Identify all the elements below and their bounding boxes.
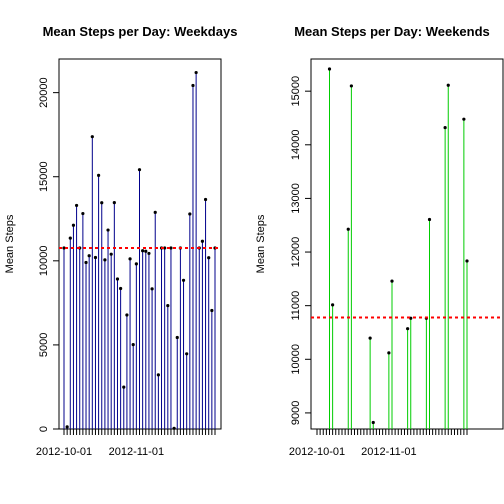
weekends-data-point xyxy=(327,67,332,71)
weekends-y-tick-label: 9000 xyxy=(290,401,302,425)
weekends-title: Mean Steps per Day: Weekends xyxy=(294,24,490,39)
weekends-data-point xyxy=(390,279,394,283)
weekdays-data-point xyxy=(62,246,66,250)
weekdays-data-point xyxy=(153,210,157,214)
weekends-y-tick-label: 10000 xyxy=(290,344,302,375)
weekdays-data-point xyxy=(131,343,135,347)
weekdays-data-point xyxy=(156,373,160,377)
weekends-data-point xyxy=(331,303,335,307)
weekdays-x-tick-label: 2012-11-01 xyxy=(109,446,164,458)
weekdays-y-tick-label: 10000 xyxy=(38,246,50,277)
weekends-data-point xyxy=(443,125,447,130)
weekdays-data-point xyxy=(100,201,104,205)
weekdays-data-point xyxy=(109,252,113,256)
weekdays-data-point xyxy=(65,425,69,429)
weekdays-data-point xyxy=(141,249,145,253)
weekdays-data-point xyxy=(188,212,192,216)
weekdays-data-point xyxy=(90,135,94,139)
weekends-y-axis-label: Mean Steps xyxy=(255,214,267,273)
weekdays-data-point xyxy=(172,426,176,430)
weekdays-title: Mean Steps per Day: Weekdays xyxy=(43,24,238,39)
weekdays-data-point xyxy=(122,385,126,389)
weekends-data-point xyxy=(346,227,350,231)
weekends-data-point xyxy=(371,420,375,425)
weekends-panel: Mean Steps per Day: Weekends Mean Steps … xyxy=(255,24,504,458)
weekdays-data-point xyxy=(97,173,101,177)
weekdays-data-point xyxy=(191,83,195,88)
weekdays-y-tick-label: 15000 xyxy=(38,161,50,192)
weekdays-y-tick-label: 20000 xyxy=(38,77,50,108)
weekdays-data-point xyxy=(106,228,110,232)
weekends-data-point xyxy=(406,327,410,331)
weekdays-data-point xyxy=(115,277,120,281)
weekdays-data-point xyxy=(169,246,173,250)
weekdays-data-point xyxy=(150,287,154,291)
weekends-data-point xyxy=(465,259,469,263)
weekdays-data-point xyxy=(125,313,129,317)
weekdays-data-point xyxy=(203,197,208,202)
weekdays-data-point xyxy=(166,304,170,308)
weekdays-data-point xyxy=(87,254,91,258)
weekends-data-point xyxy=(427,217,432,222)
weekends-y-tick-label: 12000 xyxy=(290,237,302,268)
weekends-data-point xyxy=(349,84,353,88)
weekdays-data-point xyxy=(134,262,138,266)
weekdays-data-point xyxy=(207,256,211,260)
weekends-y-tick-label: 15000 xyxy=(290,76,302,107)
weekdays-data-point xyxy=(119,286,123,291)
weekends-data-point xyxy=(462,117,466,121)
weekends-y-tick-label: 14000 xyxy=(290,130,302,161)
weekdays-data-point xyxy=(71,223,76,227)
weekends-y-tick-label: 13000 xyxy=(290,183,302,214)
weekdays-data-point xyxy=(84,260,88,265)
weekdays-data-point xyxy=(144,249,148,253)
weekends-plot-frame xyxy=(310,58,504,430)
weekdays-y-tick-label: 0 xyxy=(38,426,50,432)
weekdays-data-point xyxy=(210,308,214,313)
weekends-data-point xyxy=(387,351,391,355)
weekdays-data-point xyxy=(194,70,198,75)
weekdays-y-axis-label: Mean Steps xyxy=(4,214,16,273)
weekdays-data-point xyxy=(68,236,72,240)
weekdays-data-point xyxy=(74,203,79,208)
weekdays-data-point xyxy=(128,257,132,261)
weekends-data-point xyxy=(368,336,372,340)
weekends-y-tick-label: 11000 xyxy=(290,291,302,321)
weekends-x-tick-label: 2012-10-01 xyxy=(289,446,345,458)
weekdays-data-point xyxy=(137,168,142,172)
weekdays-data-point xyxy=(103,258,107,262)
weekdays-data-point xyxy=(147,251,151,256)
weekdays-data-point xyxy=(112,201,116,205)
weekdays-data-point xyxy=(175,335,179,340)
weekdays-data-point xyxy=(200,239,205,243)
weekdays-data-point xyxy=(81,211,85,216)
weekdays-data-point xyxy=(185,352,189,356)
weekdays-panel: Mean Steps per Day: Weekdays Mean Steps … xyxy=(4,24,237,458)
weekdays-y-tick-label: 5000 xyxy=(38,333,50,357)
weekdays-data-point xyxy=(181,278,186,282)
weekends-data-point xyxy=(446,83,450,87)
weekdays-data-point xyxy=(93,255,98,260)
weekends-x-tick-label: 2012-11-01 xyxy=(361,446,416,458)
weekdays-x-tick-label: 2012-10-01 xyxy=(36,446,92,458)
